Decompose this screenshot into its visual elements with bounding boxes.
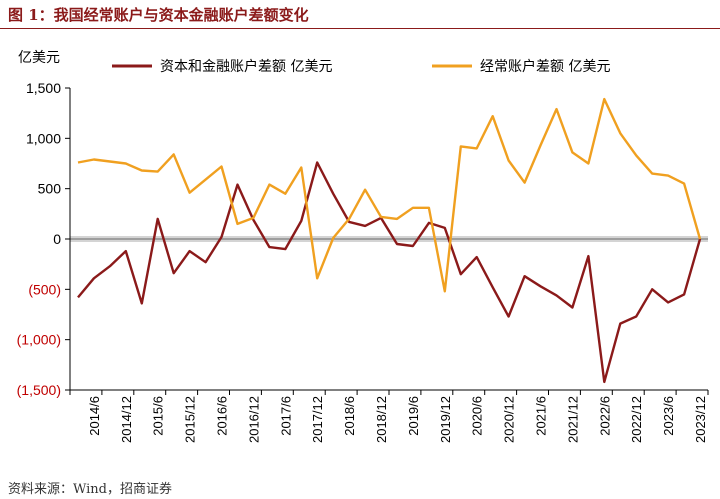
y-tick-label: 500 xyxy=(38,181,62,197)
y-tick-label: (1,000) xyxy=(17,332,61,348)
x-tick-label: 2014/12 xyxy=(119,396,134,443)
series-line-capital-account xyxy=(77,161,702,384)
x-tick-label: 2020/6 xyxy=(470,396,485,436)
figure-title: 图 1：我国经常账户与资本金融账户差额变化 xyxy=(8,6,309,24)
y-axis-label: 亿美元 xyxy=(18,50,60,66)
legend-label-current: 经常账户差额 亿美元 xyxy=(480,58,610,75)
x-tick-label: 2019/6 xyxy=(406,396,421,436)
series-line-current-account xyxy=(77,97,702,293)
x-tick-label: 2016/6 xyxy=(215,396,230,436)
y-tick-label: 1,000 xyxy=(26,130,61,146)
legend-label-capital: 资本和金融账户差额 亿美元 xyxy=(160,58,332,75)
y-tick-label: 0 xyxy=(53,231,61,247)
x-tick-label: 2022/6 xyxy=(597,396,612,436)
title-rule xyxy=(0,28,720,29)
source-note: 资料来源：Wind，招商证券 xyxy=(8,482,172,497)
x-tick-label: 2019/12 xyxy=(438,396,453,443)
x-tick-label: 2015/6 xyxy=(151,396,166,436)
y-tick-label: (1,500) xyxy=(17,382,61,398)
x-tick-label: 2015/12 xyxy=(183,396,198,443)
x-tick-label: 2023/12 xyxy=(693,396,708,443)
x-tick-label: 2017/12 xyxy=(310,396,325,443)
x-tick-label: 2014/6 xyxy=(87,396,102,436)
x-tick-label: 2018/6 xyxy=(342,396,357,436)
x-tick-label: 2021/12 xyxy=(565,396,580,443)
x-tick-label: 2022/12 xyxy=(629,396,644,443)
x-tick-label: 2020/12 xyxy=(502,396,517,443)
x-tick-label: 2023/6 xyxy=(661,396,676,436)
x-tick-label: 2017/6 xyxy=(278,396,293,436)
x-tick-label: 2018/12 xyxy=(374,396,389,443)
x-tick-label: 2021/6 xyxy=(534,396,549,436)
y-tick-label: 1,500 xyxy=(26,80,61,96)
x-tick-label: 2016/12 xyxy=(246,396,261,443)
y-tick-label: (500) xyxy=(28,281,61,297)
